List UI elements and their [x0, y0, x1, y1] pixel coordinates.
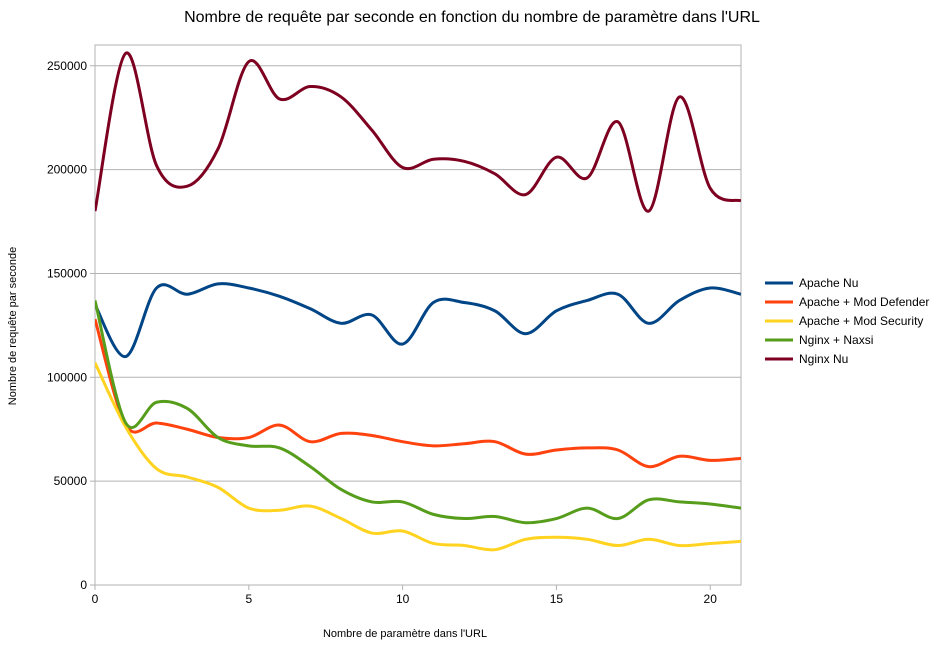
x-axis-label: Nombre de paramètre dans l'URL	[323, 628, 487, 640]
series-lines	[95, 51, 741, 552]
legend: Apache Nu Apache + Mod Defender Apache + M…	[765, 276, 929, 366]
series-line-apache-mod-security	[95, 362, 741, 552]
y-tick-label: 150000	[47, 266, 87, 280]
x-axis-ticks: 0 5 10 15 20	[92, 585, 718, 606]
x-tick-label: 5	[245, 592, 252, 606]
series-line-nginx-nu	[95, 51, 741, 213]
y-tick-label: 250000	[47, 59, 87, 73]
x-tick-label: 20	[704, 592, 718, 606]
series-line-apache-mod-defender	[95, 318, 741, 469]
chart-title: Nombre de requête par seconde en fonctio…	[184, 9, 760, 26]
x-tick-label: 15	[550, 592, 564, 606]
y-tick-label: 200000	[47, 163, 87, 177]
plot-area	[94, 44, 742, 586]
legend-label-apache-mod-defender: Apache + Mod Defender	[799, 295, 929, 309]
plot-border	[94, 44, 742, 586]
y-tick-label: 100000	[47, 370, 87, 384]
legend-label-apache-mod-security: Apache + Mod Security	[799, 314, 923, 328]
y-axis-ticks: 0 50000 100000 150000 200000 250000	[47, 59, 95, 592]
series-line-apache-nu	[95, 282, 741, 359]
y-axis-label: Nombre de requête par seconde	[7, 247, 19, 405]
legend-label-nginx-nu: Nginx Nu	[799, 352, 848, 366]
legend-label-apache-nu: Apache Nu	[799, 276, 858, 290]
x-tick-label: 0	[92, 592, 99, 606]
y-tick-label: 0	[80, 578, 87, 592]
legend-label-nginx-naxsi: Nginx + Naxsi	[799, 333, 873, 347]
series-line-nginx-naxsi	[95, 300, 741, 525]
y-tick-label: 50000	[54, 474, 88, 488]
x-tick-label: 10	[396, 592, 410, 606]
